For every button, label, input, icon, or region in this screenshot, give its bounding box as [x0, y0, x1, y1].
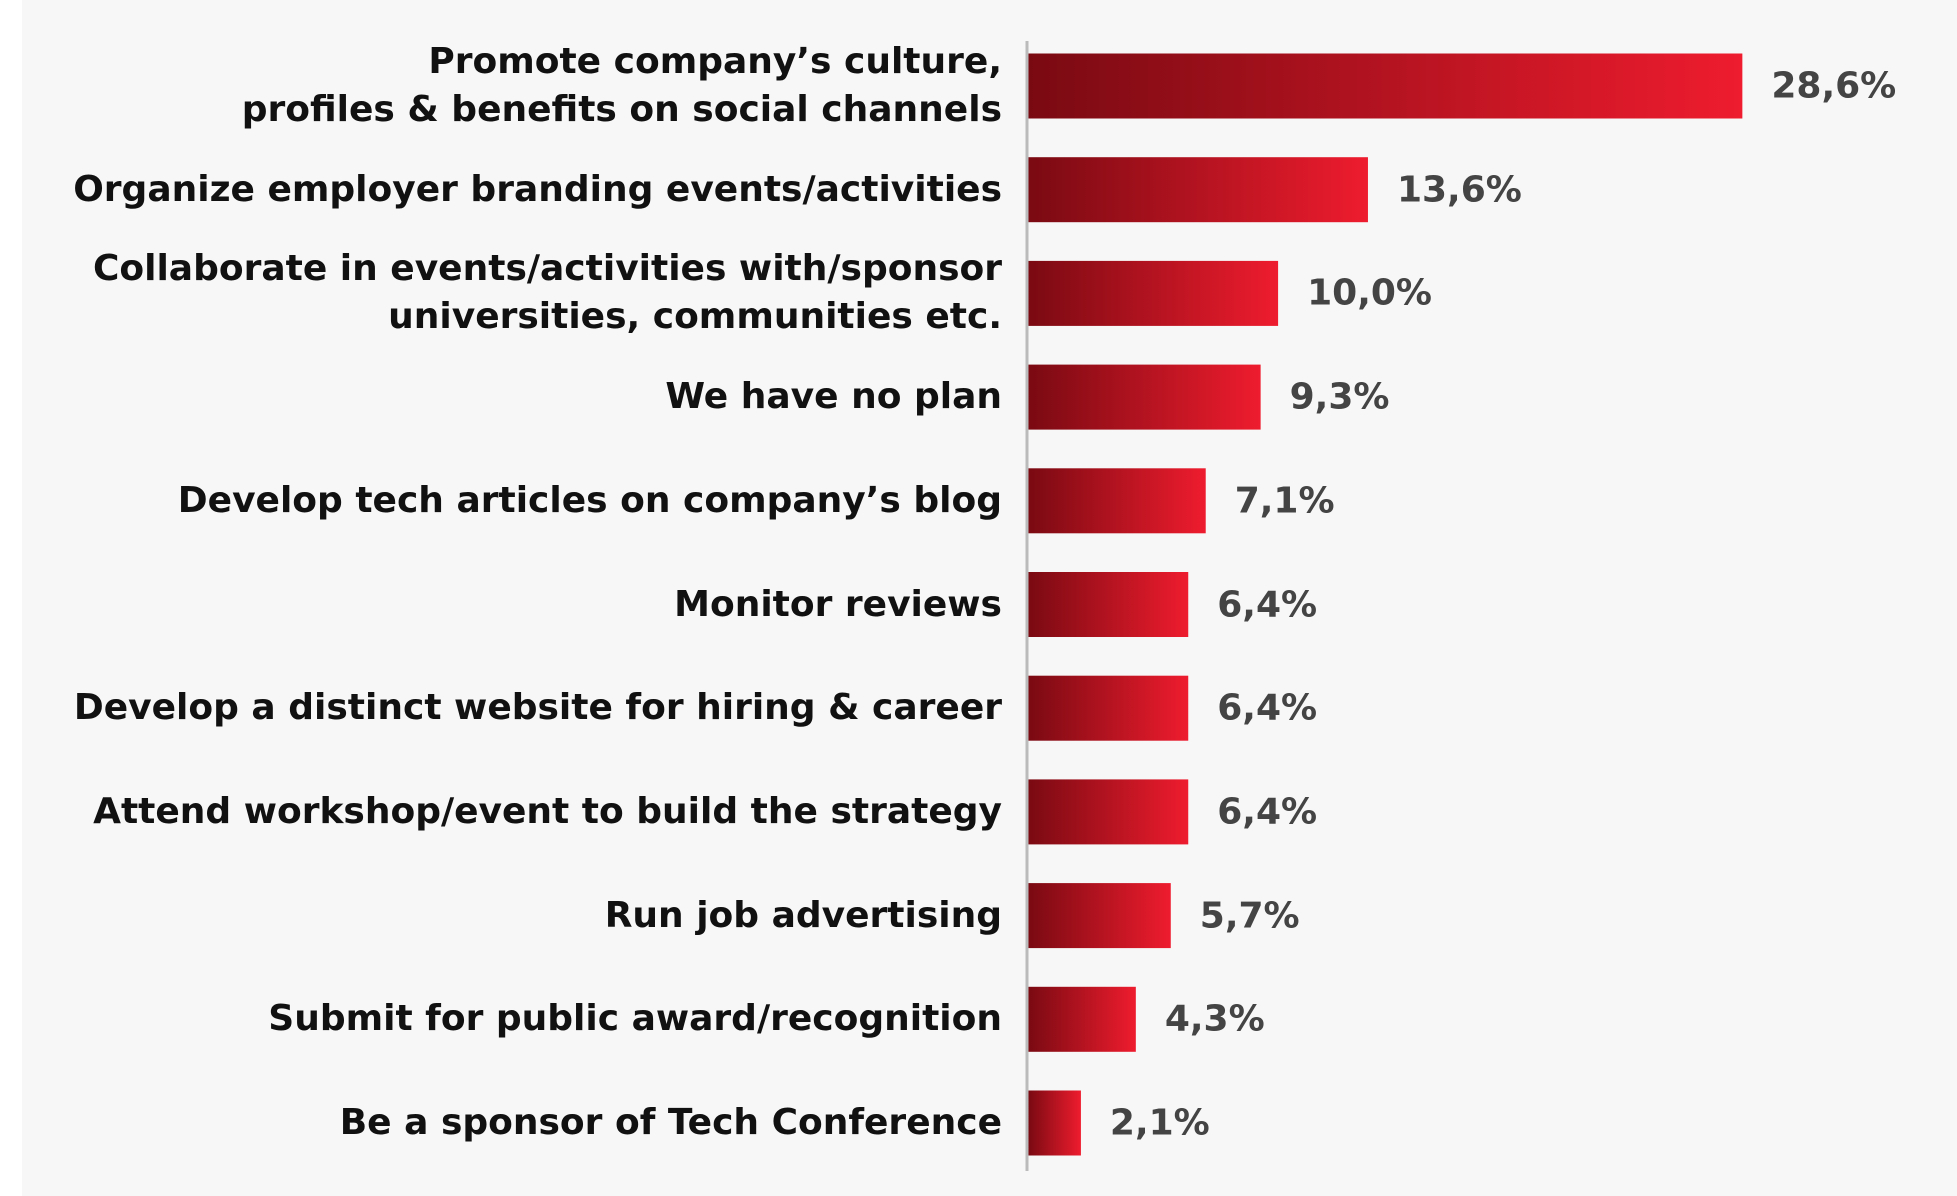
category-label: Collaborate in events/activities with/sp… — [92, 248, 1002, 338]
value-label: 7,1% — [1234, 480, 1335, 522]
value-label: 4,3% — [1164, 998, 1265, 1040]
bar — [1028, 1090, 1081, 1156]
bar — [1028, 53, 1743, 119]
category-label: Develop tech articles on company’s blog — [177, 479, 1002, 521]
value-label: 5,7% — [1199, 895, 1300, 937]
bar — [1028, 572, 1189, 637]
background — [22, 0, 1957, 1196]
value-label: 2,1% — [1109, 1102, 1210, 1144]
bar — [1028, 364, 1261, 430]
value-label: 6,4% — [1217, 584, 1318, 625]
category-label: Run job advertising — [604, 894, 1002, 936]
category-label: Be a sponsor of Tech Conference — [339, 1102, 1002, 1143]
category-label: Attend workshop/event to build the strat… — [93, 790, 1002, 832]
category-label: Promote company’s culture, profiles & be… — [241, 41, 1002, 130]
bar — [1028, 260, 1279, 326]
bar — [1028, 779, 1189, 845]
category-label: We have no plan — [665, 376, 1002, 418]
value-label: 13,6% — [1396, 169, 1522, 211]
value-label: 10,0% — [1307, 272, 1432, 314]
value-label: 28,6% — [1771, 65, 1897, 107]
bar — [1028, 883, 1171, 949]
value-label: 9,3% — [1289, 376, 1390, 418]
value-label: 6,4% — [1217, 687, 1318, 729]
category-label: Develop a distinct website for hiring & … — [73, 687, 1002, 729]
category-label: Monitor reviews — [674, 583, 1002, 625]
category-label: Organize employer branding events/activi… — [73, 168, 1002, 210]
bar — [1028, 675, 1189, 741]
bar — [1028, 157, 1368, 223]
bar — [1028, 468, 1206, 534]
value-label: 6,4% — [1217, 791, 1318, 833]
bar — [1028, 986, 1136, 1052]
category-label: Submit for public award/recognition — [268, 998, 1002, 1040]
